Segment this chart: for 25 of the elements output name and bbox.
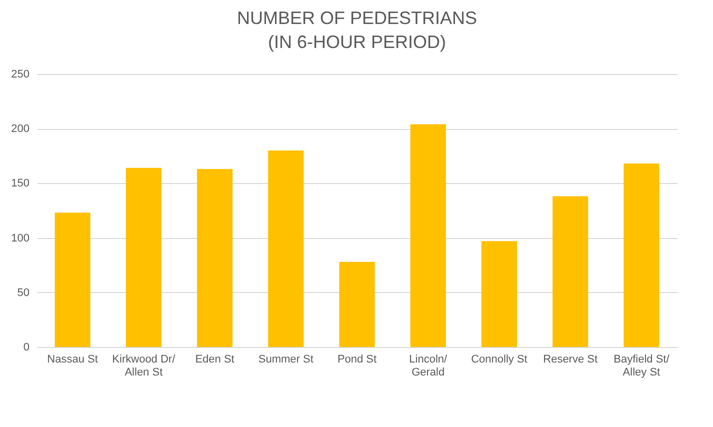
x-tick-label: Nassau St [47,354,98,366]
y-tick-label: 200 [11,123,30,136]
y-tick-label: 100 [11,232,30,244]
x-tick-label: Summer St [258,354,314,366]
bar [624,164,660,347]
x-tick-label: Reserve St [543,354,598,366]
y-tick-label: 150 [11,178,30,190]
y-tick-label: 50 [17,286,30,299]
x-tick-label: Kirkwood Dr/ Allen St [112,354,176,378]
bar [126,168,162,347]
x-tick-label: Connolly St [471,354,528,366]
bar [268,150,304,347]
x-tick-label: Bayfield St/ Alley St [614,354,670,378]
y-tick-label: 250 [11,68,30,80]
x-tick-label: Lincoln/ Gerald [409,354,448,378]
bar [197,169,233,347]
bar [481,241,517,347]
x-tick-label: Eden St [195,354,234,366]
bar [410,124,446,347]
bar [54,212,90,347]
y-tick-label: 0 [23,342,30,354]
bar [552,196,588,347]
x-tick-label: Pond St [337,354,377,366]
chart-title: NUMBER OF PEDESTRIANS (IN 6-HOUR PERIOD) [236,8,478,52]
bar [339,262,375,347]
